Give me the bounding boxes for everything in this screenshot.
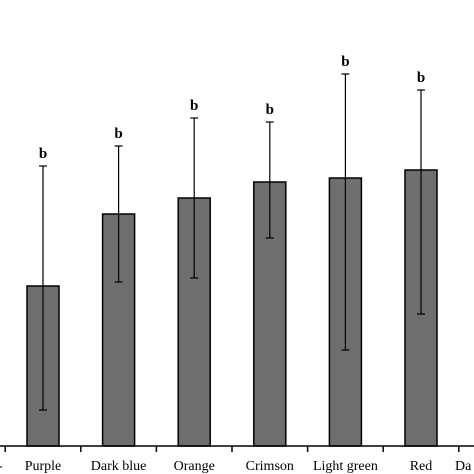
category-label: Crimson xyxy=(246,459,294,474)
significance-label: b xyxy=(39,146,47,162)
bar xyxy=(253,181,287,447)
category-label: Red xyxy=(410,459,433,474)
significance-labels-layer: b b b b b b xyxy=(39,54,425,162)
category-label: Dark blue xyxy=(91,459,147,474)
category-labels-layer: Purple Dark blue Orange Crimson Light green R… xyxy=(25,459,433,474)
error-bars-layer xyxy=(39,73,425,411)
category-label: Purple xyxy=(25,459,62,474)
category-label: Orange xyxy=(174,459,215,474)
bars-layer xyxy=(26,169,438,447)
significance-label: b xyxy=(190,98,198,114)
significance-label: b xyxy=(417,70,425,86)
partial-category-label-right: Da xyxy=(455,459,472,474)
partial-category-label-left: - xyxy=(0,459,3,474)
significance-label: b xyxy=(114,126,122,142)
significance-label: b xyxy=(341,54,349,70)
x-ticks-layer xyxy=(4,446,460,452)
category-label: Light green xyxy=(313,459,378,474)
significance-label: b xyxy=(266,102,274,118)
